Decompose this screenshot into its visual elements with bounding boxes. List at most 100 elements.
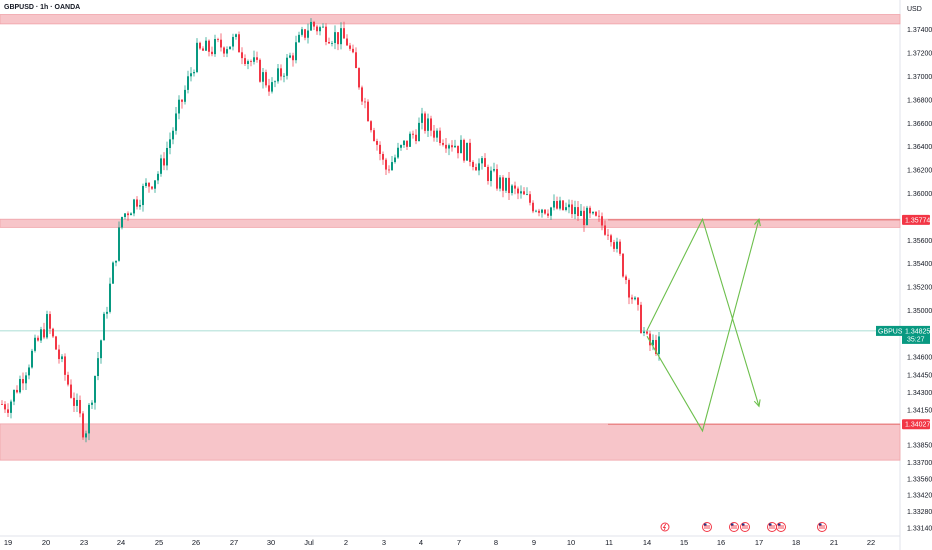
x-tick-label: 26	[192, 538, 200, 547]
us-flag-icon[interactable]	[729, 522, 739, 532]
candle-body	[415, 134, 417, 142]
x-tick-label: 16	[717, 538, 725, 547]
candle-body	[523, 191, 525, 195]
flag-canton	[778, 523, 781, 526]
candle-body	[241, 52, 243, 59]
x-tick-label: 2	[344, 538, 348, 547]
candle-body	[481, 158, 483, 164]
candle-body	[538, 210, 540, 213]
candle-body	[616, 241, 618, 249]
candle-body	[382, 153, 384, 160]
candle-body	[448, 145, 450, 149]
candle-body	[457, 145, 459, 154]
zone-resistance-top[interactable]	[0, 14, 901, 25]
candle-body	[340, 28, 342, 45]
x-tick-label: 21	[830, 538, 838, 547]
candle-body	[442, 142, 444, 145]
candle-body	[175, 113, 177, 131]
level-tag	[902, 419, 930, 430]
x-tick-label: 23	[80, 538, 88, 547]
candle-body	[28, 367, 30, 376]
candle-body	[166, 147, 168, 166]
candle-body	[91, 402, 93, 405]
lightning-icon[interactable]	[660, 522, 670, 532]
candle-body	[562, 200, 564, 210]
candle-body	[550, 207, 552, 216]
candle-body	[358, 68, 360, 88]
y-tick-label: 1.33420	[907, 493, 932, 500]
candle-body	[433, 130, 435, 138]
candle-body	[247, 61, 249, 64]
y-tick-label: 1.33140	[907, 525, 932, 532]
y-tick-label: 1.37400	[907, 27, 932, 34]
x-tick-label: Jul	[304, 538, 314, 547]
candle-body	[598, 215, 600, 217]
candle-body	[112, 262, 114, 284]
candle-body	[106, 311, 108, 314]
candle-body	[409, 133, 411, 147]
candle-body	[490, 170, 492, 182]
y-tick-label: 1.36800	[907, 97, 932, 104]
candle-body	[544, 209, 546, 214]
candle-body	[52, 328, 54, 337]
candle-body	[547, 213, 549, 216]
candle-body	[163, 158, 165, 166]
candle-body	[148, 182, 150, 187]
candle-body	[652, 339, 654, 346]
us-flag-icon[interactable]	[776, 522, 786, 532]
candle-body	[469, 142, 471, 162]
flag-canton	[742, 523, 745, 526]
candle-body	[100, 340, 102, 359]
candle-body	[460, 139, 462, 154]
candle-body	[604, 225, 606, 235]
candle-body	[361, 87, 363, 102]
x-tick-label: 30	[267, 538, 275, 547]
y-tick-label: 1.37200	[907, 51, 932, 58]
candle-body	[634, 297, 636, 300]
candle-body	[658, 336, 660, 354]
candle-body	[235, 34, 237, 37]
candle-body	[205, 40, 207, 51]
candle-body	[583, 210, 585, 226]
x-tick-label: 24	[117, 538, 125, 547]
candle-body	[226, 49, 228, 54]
candle-body	[217, 39, 219, 40]
x-tick-label: 10	[567, 538, 575, 547]
projection-path-a[interactable]	[646, 219, 760, 433]
candle-body	[181, 99, 183, 102]
x-tick-label: 9	[532, 538, 536, 547]
candle-body	[388, 169, 390, 171]
candle-body	[40, 329, 42, 341]
us-flag-icon[interactable]	[817, 522, 827, 532]
candle-body	[370, 121, 372, 131]
candle-body	[13, 389, 15, 402]
candle-body	[613, 242, 615, 249]
zone-resistance-mid[interactable]	[0, 218, 901, 228]
y-tick-label: 1.34150	[907, 407, 932, 414]
projection-path-b[interactable]	[646, 217, 760, 407]
candle-body	[142, 185, 144, 206]
candle-body	[187, 76, 189, 90]
candle-body	[631, 297, 633, 300]
us-flag-icon[interactable]	[767, 522, 777, 532]
candle-body	[118, 227, 120, 261]
candle-body	[625, 276, 627, 280]
us-flag-icon[interactable]	[740, 522, 750, 532]
candle-body	[556, 201, 558, 209]
candle-body	[436, 130, 438, 138]
candle-body	[223, 47, 225, 54]
candle-body	[553, 201, 555, 208]
candle-body	[115, 260, 117, 263]
candle-body	[229, 46, 231, 50]
candle-body	[58, 349, 60, 360]
x-tick-label: 3	[382, 538, 386, 547]
projection-path-a-arrowhead	[754, 217, 761, 227]
candle-body	[289, 55, 291, 58]
candle-body	[121, 216, 123, 228]
candle-body	[64, 356, 66, 375]
us-flag-icon[interactable]	[702, 522, 712, 532]
zone-support[interactable]	[0, 423, 901, 461]
x-tick-label: 17	[755, 538, 763, 547]
